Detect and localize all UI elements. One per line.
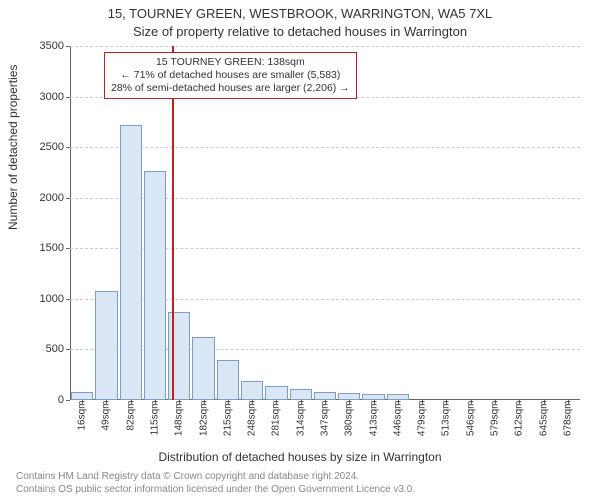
bar [71, 392, 93, 400]
chart-subtitle: Size of property relative to detached ho… [0, 24, 600, 39]
x-tick-label: 645sqm [538, 401, 549, 451]
bar [314, 392, 336, 400]
footer-attribution: Contains HM Land Registry data © Crown c… [16, 471, 415, 496]
x-tick-label: 678sqm [562, 401, 573, 451]
chart-title: 15, TOURNEY GREEN, WESTBROOK, WARRINGTON… [0, 6, 600, 21]
bar [338, 393, 360, 400]
y-tick [66, 349, 70, 350]
x-tick-label: 513sqm [441, 401, 452, 451]
plot-area: 050010001500200025003000350016sqm49sqm82… [70, 46, 580, 400]
y-tick-label: 2000 [30, 192, 64, 204]
x-axis-label: Distribution of detached houses by size … [0, 450, 600, 464]
y-tick-label: 500 [30, 343, 64, 355]
footer-line-1: Contains HM Land Registry data © Crown c… [16, 471, 415, 484]
chart-container: 15, TOURNEY GREEN, WESTBROOK, WARRINGTON… [0, 0, 600, 500]
annotation-line: 15 TOURNEY GREEN: 138sqm [111, 56, 350, 69]
x-tick-label: 446sqm [392, 401, 403, 451]
y-tick [66, 299, 70, 300]
y-tick [66, 198, 70, 199]
gridline [70, 147, 580, 148]
bar [290, 389, 312, 400]
y-axis-label: Number of detached properties [6, 65, 20, 230]
y-tick-label: 0 [30, 394, 64, 406]
x-tick-label: 612sqm [514, 401, 525, 451]
x-tick-label: 347sqm [320, 401, 331, 451]
x-tick-label: 248sqm [247, 401, 258, 451]
x-tick-label: 479sqm [417, 401, 428, 451]
x-tick-label: 82sqm [125, 401, 136, 451]
bar [265, 386, 287, 400]
bar [95, 291, 117, 400]
annotation-box: 15 TOURNEY GREEN: 138sqm← 71% of detache… [104, 52, 357, 99]
y-tick [66, 248, 70, 249]
x-tick-label: 182sqm [198, 401, 209, 451]
y-tick [66, 97, 70, 98]
bar [144, 171, 166, 400]
x-tick-label: 546sqm [465, 401, 476, 451]
bar [120, 125, 142, 400]
x-tick-label: 49sqm [101, 401, 112, 451]
bar [192, 337, 214, 400]
y-tick [66, 46, 70, 47]
y-tick-label: 1000 [30, 293, 64, 305]
y-tick-label: 3000 [30, 91, 64, 103]
y-tick [66, 400, 70, 401]
footer-line-2: Contains OS public sector information li… [16, 484, 415, 497]
bar [217, 360, 239, 400]
annotation-line: 28% of semi-detached houses are larger (… [111, 82, 350, 95]
y-axis-line [70, 46, 71, 400]
x-tick-label: 148sqm [174, 401, 185, 451]
x-tick-label: 281sqm [271, 401, 282, 451]
gridline [70, 46, 580, 47]
x-tick-label: 413sqm [368, 401, 379, 451]
x-tick-label: 16sqm [77, 401, 88, 451]
x-tick-label: 314sqm [295, 401, 306, 451]
x-tick-label: 115sqm [150, 401, 161, 451]
y-tick-label: 2500 [30, 141, 64, 153]
x-tick-label: 380sqm [344, 401, 355, 451]
y-tick-label: 1500 [30, 242, 64, 254]
x-tick-label: 579sqm [490, 401, 501, 451]
bar [241, 381, 263, 400]
y-tick-label: 3500 [30, 40, 64, 52]
y-tick [66, 147, 70, 148]
annotation-line: ← 71% of detached houses are smaller (5,… [111, 69, 350, 82]
x-tick-label: 215sqm [222, 401, 233, 451]
